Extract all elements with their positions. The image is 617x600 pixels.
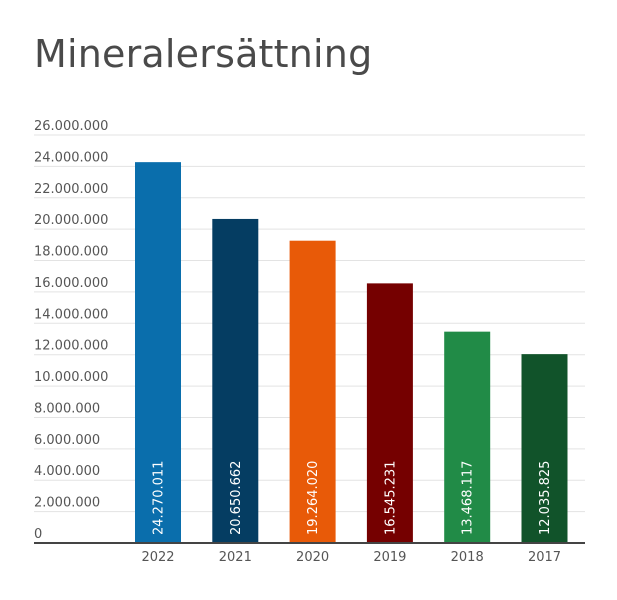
y-tick-label: 14.000.000 <box>34 307 108 322</box>
y-tick-label: 2.000.000 <box>34 496 100 511</box>
value-label: 12.035.825 <box>538 461 553 535</box>
x-axis-ticks: 2022 2021 2020 2019 2018 2017 <box>141 550 561 565</box>
y-tick-label: 4.000.000 <box>34 464 100 479</box>
x-tick-label: 2021 <box>219 550 252 565</box>
bar-2020 <box>289 240 336 543</box>
x-tick-label: 2018 <box>451 550 484 565</box>
y-tick-label: 0 <box>34 527 42 542</box>
bar-2017 <box>521 354 568 543</box>
x-tick-label: 2019 <box>373 550 406 565</box>
bar-2022 <box>135 162 181 543</box>
value-label: 20.650.662 <box>229 461 244 535</box>
y-tick-label: 22.000.000 <box>34 182 108 197</box>
value-label: 24.270.011 <box>152 461 167 535</box>
value-label: 19.264.020 <box>306 461 321 535</box>
value-label: 13.468.117 <box>461 461 476 535</box>
bar-2019 <box>366 283 413 543</box>
value-labels: 24.270.011 20.650.662 19.264.020 16.545.231… <box>152 461 554 535</box>
y-tick-label: 16.000.000 <box>34 276 108 291</box>
y-tick-label: 20.000.000 <box>34 213 108 228</box>
y-tick-label: 26.000.000 <box>34 119 108 134</box>
y-tick-label: 10.000.000 <box>34 370 108 385</box>
value-label: 16.545.231 <box>383 461 398 535</box>
y-tick-label: 6.000.000 <box>34 433 100 448</box>
x-tick-label: 2022 <box>141 550 174 565</box>
chart-title: Mineralersättning <box>34 32 373 76</box>
x-tick-label: 2017 <box>528 550 561 565</box>
bars <box>135 162 568 543</box>
bar-2018 <box>444 331 491 543</box>
x-tick-label: 2020 <box>296 550 329 565</box>
y-tick-label: 8.000.000 <box>34 401 100 416</box>
bar-2021 <box>212 218 259 543</box>
y-tick-label: 24.000.000 <box>34 150 108 165</box>
y-tick-label: 18.000.000 <box>34 245 108 260</box>
y-axis-ticks: 0 2.000.000 4.000.000 6.000.000 8.000.000 10.… <box>34 119 108 542</box>
y-tick-label: 12.000.000 <box>34 339 108 354</box>
